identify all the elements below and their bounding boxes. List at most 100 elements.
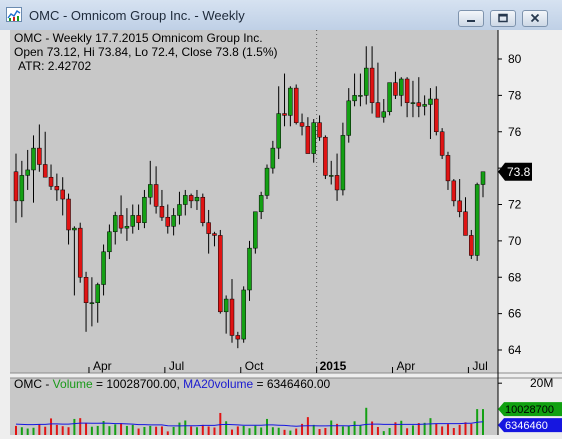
candle — [171, 208, 176, 236]
time-axis-label: Jul — [472, 359, 487, 373]
volume-bar — [108, 426, 111, 435]
candle-body — [235, 335, 241, 340]
volume-value-badge: 10028700 — [498, 402, 562, 417]
volume-bar — [400, 420, 403, 435]
volume-legend: OMC - Volume = 10028700.00, MA20volume =… — [14, 377, 330, 391]
volume-bar — [166, 431, 169, 435]
price-volume-chart[interactable]: 80787674727068666473.8AprJulOct2015AprJu… — [0, 30, 562, 439]
candle-body — [457, 200, 462, 213]
volume-bar — [26, 428, 29, 435]
ma20-volume-line — [15, 421, 484, 427]
atr-readout: ATR: 2.42702 — [18, 59, 92, 73]
volume-bar — [330, 420, 333, 435]
volume-bar — [336, 423, 339, 435]
candle — [223, 295, 229, 334]
candle-body — [25, 169, 30, 176]
volume-bar — [289, 430, 292, 435]
candle-body — [101, 251, 106, 285]
volume-bar — [353, 421, 356, 435]
candle — [457, 179, 462, 218]
title-bar[interactable]: OMC - Omnicom Group Inc. - Weekly — [0, 0, 562, 30]
candle-body — [270, 147, 276, 169]
candle — [153, 166, 159, 214]
candle-body — [253, 211, 258, 249]
candle — [375, 62, 381, 118]
candle — [48, 164, 54, 190]
volume-bar — [277, 427, 280, 435]
time-axis-label: Apr — [93, 359, 112, 373]
volume-bar — [312, 424, 315, 435]
candle-body — [95, 284, 100, 303]
volume-bar — [172, 426, 175, 435]
candle-body — [194, 196, 200, 202]
ma-badge-label: 6346460 — [505, 420, 548, 432]
candle-body — [13, 171, 19, 202]
volume-bar — [470, 423, 473, 435]
candle-body — [183, 195, 188, 205]
candle-body — [387, 82, 392, 112]
candle-body — [206, 222, 211, 234]
last-price-badge-shape — [498, 162, 532, 181]
candle — [323, 135, 328, 180]
volume-bar — [371, 421, 374, 435]
restore-button[interactable] — [490, 10, 516, 27]
last-price-label: 73.8 — [507, 165, 531, 179]
price-panel-background[interactable] — [10, 30, 498, 373]
volume-bar — [67, 427, 70, 435]
candle — [428, 88, 433, 140]
candle — [95, 282, 100, 323]
time-axis-label: 2015 — [320, 359, 347, 373]
candle-body — [305, 126, 311, 154]
volume-bar — [44, 426, 47, 435]
restore-icon — [498, 13, 508, 23]
volume-tick-label: 20M — [530, 376, 553, 390]
candle-body — [177, 204, 182, 216]
volume-badge-shape — [498, 402, 562, 417]
candle-body — [130, 215, 135, 227]
volume-bar — [149, 425, 152, 435]
ma-volume-value: = 6346460.00 — [253, 377, 331, 391]
candle-body — [293, 87, 299, 123]
candle — [258, 191, 264, 220]
volume-bar — [242, 425, 245, 435]
volume-bar — [73, 418, 76, 435]
candle-body — [434, 98, 439, 132]
time-axis-label: Oct — [245, 359, 264, 373]
candle-body — [212, 233, 217, 236]
candle-body — [276, 113, 281, 149]
volume-bar — [155, 426, 158, 435]
window-title: OMC - Omnicom Group Inc. - Weekly — [29, 8, 245, 23]
price-scale-area — [498, 30, 562, 373]
volume-badge-label: 10028700 — [505, 404, 554, 416]
candle-body — [218, 235, 223, 313]
volume-bar — [248, 428, 251, 435]
time-axis-label: Jul — [169, 359, 184, 373]
candle-body — [200, 196, 206, 223]
candle — [293, 84, 299, 125]
volume-bar — [359, 425, 362, 435]
candle — [305, 117, 311, 154]
minimize-button[interactable] — [458, 10, 484, 27]
candle-body — [422, 104, 427, 107]
volume-bar — [458, 424, 461, 435]
volume-bar — [225, 421, 228, 435]
price-tick-label: 80 — [508, 52, 522, 66]
candle — [253, 211, 258, 254]
candle — [66, 193, 71, 245]
price-tick-label: 72 — [508, 198, 522, 212]
candle-body — [416, 102, 422, 107]
volume-bar — [295, 428, 298, 435]
candle — [42, 131, 48, 178]
candle — [200, 193, 206, 227]
candle-body — [288, 87, 293, 116]
volume-label: Volume — [52, 377, 93, 391]
candle — [276, 86, 281, 160]
candle — [19, 160, 25, 218]
ohlc-readout: Open 73.12, Hi 73.84, Lo 72.4, Close 73.… — [14, 45, 278, 59]
chart-app-icon — [6, 7, 22, 22]
candle-body — [159, 206, 165, 218]
volume-value: = 10028700.00, — [92, 377, 184, 391]
candle — [416, 77, 422, 118]
close-button[interactable] — [522, 10, 548, 27]
